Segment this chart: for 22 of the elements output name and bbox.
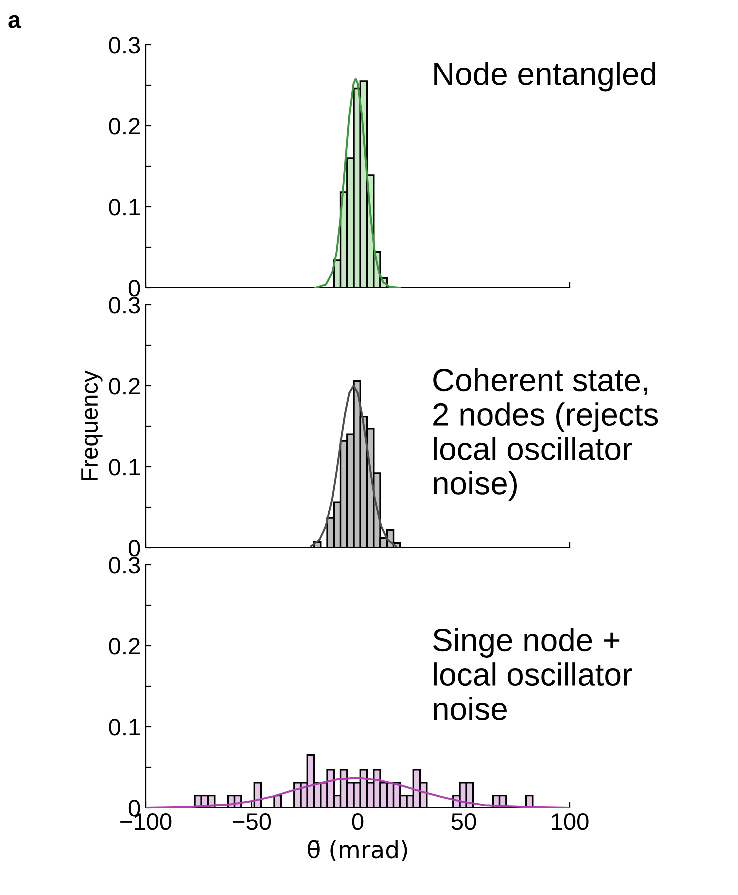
x-axis-title: θ̄ (mrad) (308, 840, 408, 862)
y-tick-label: 0 (128, 540, 140, 557)
x-tick-label: 0 (352, 813, 364, 830)
y-tick-label: 0.2 (109, 118, 140, 135)
y-tick-label: 0.1 (109, 719, 140, 736)
x-tick-label: 100 (552, 813, 589, 830)
y-tick-label: 0.2 (109, 378, 140, 395)
annotation: Singe node + local oscillator noise (433, 628, 632, 720)
y-tick-label: 0.3 (109, 557, 140, 574)
y-tick-label: 0.1 (109, 459, 140, 476)
y-tick-label: 0.3 (109, 297, 140, 314)
y-tick-label: 0.3 (109, 37, 140, 54)
text: a (8, 15, 22, 28)
y-tick-label: 0 (128, 280, 140, 297)
x-tick-label: −50 (233, 813, 272, 830)
y-tick-label: 0.1 (109, 199, 140, 216)
y-axis-title: Frequency (82, 370, 103, 480)
y-tick-label: 0.2 (109, 638, 140, 655)
line-series (314, 78, 402, 288)
annotation: Coherent state, 2 nodes (rejects local oscillator noise) (434, 368, 658, 502)
x-tick-label: 50 (452, 813, 476, 830)
annotation: Node entangled (434, 62, 656, 92)
